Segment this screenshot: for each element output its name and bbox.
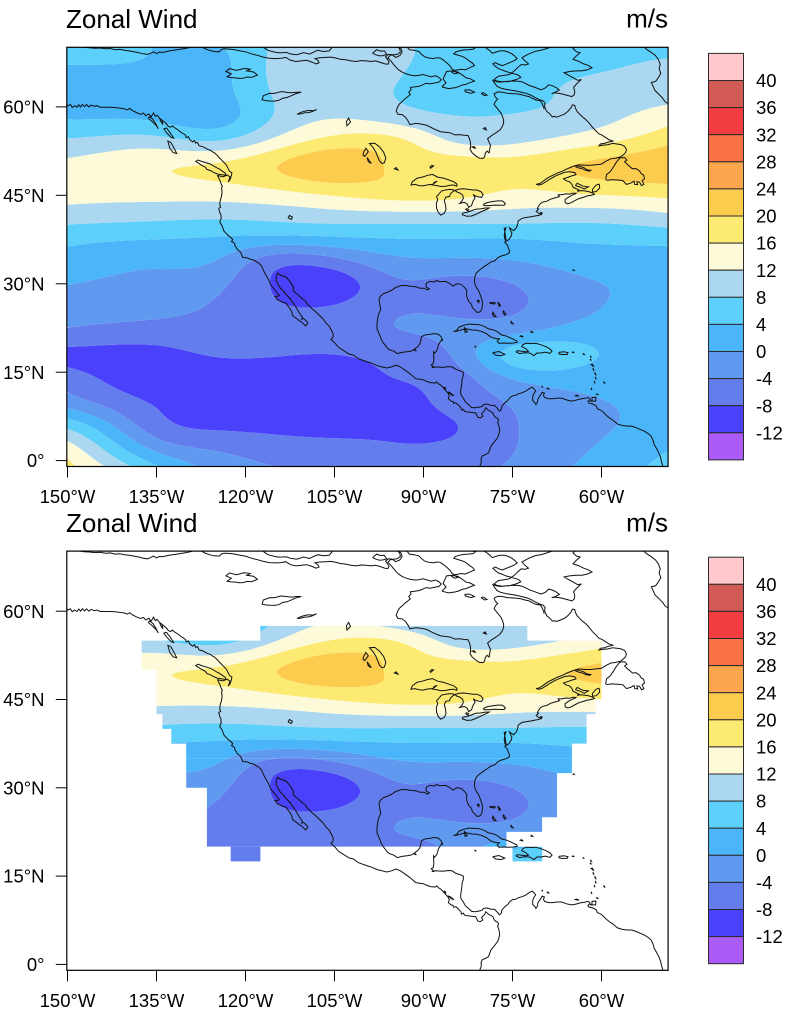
svg-text:-12: -12 (756, 926, 783, 947)
svg-text:12: 12 (756, 260, 777, 281)
svg-text:-4: -4 (756, 368, 772, 389)
svg-text:0: 0 (756, 845, 766, 866)
svg-text:28: 28 (756, 151, 777, 172)
svg-text:150°W: 150°W (40, 990, 96, 1011)
svg-text:150°W: 150°W (40, 486, 96, 507)
svg-text:15°N: 15°N (3, 866, 44, 887)
svg-text:8: 8 (756, 791, 766, 812)
svg-text:8: 8 (756, 287, 766, 308)
svg-text:20: 20 (756, 709, 777, 730)
svg-text:-4: -4 (756, 872, 772, 893)
svg-text:40: 40 (756, 574, 777, 595)
svg-text:135°W: 135°W (129, 486, 185, 507)
svg-text:15°N: 15°N (3, 362, 44, 383)
svg-text:90°W: 90°W (401, 486, 447, 507)
svg-text:30°N: 30°N (3, 777, 44, 798)
svg-text:135°W: 135°W (129, 990, 185, 1011)
svg-text:40: 40 (756, 70, 777, 91)
svg-text:12: 12 (756, 764, 777, 785)
svg-text:105°W: 105°W (307, 990, 363, 1011)
svg-text:4: 4 (756, 314, 766, 335)
svg-text:60°W: 60°W (579, 486, 625, 507)
svg-text:0°: 0° (27, 954, 45, 975)
svg-text:45°N: 45°N (3, 185, 44, 206)
svg-text:36: 36 (756, 601, 777, 622)
svg-text:4: 4 (756, 818, 766, 839)
svg-text:16: 16 (756, 233, 777, 254)
svg-text:Zonal Wind: Zonal Wind (66, 508, 198, 538)
svg-text:24: 24 (756, 179, 777, 200)
svg-text:-12: -12 (756, 422, 783, 443)
svg-text:m/s: m/s (626, 4, 668, 34)
svg-text:28: 28 (756, 655, 777, 676)
svg-text:0: 0 (756, 341, 766, 362)
svg-text:75°W: 75°W (490, 486, 536, 507)
svg-text:20: 20 (756, 206, 777, 227)
svg-text:30°N: 30°N (3, 273, 44, 294)
svg-text:16: 16 (756, 737, 777, 758)
svg-text:-8: -8 (756, 395, 772, 416)
svg-text:m/s: m/s (626, 507, 668, 537)
svg-text:Zonal Wind: Zonal Wind (66, 4, 198, 34)
svg-text:45°N: 45°N (3, 689, 44, 710)
svg-text:120°W: 120°W (218, 486, 274, 507)
svg-text:24: 24 (756, 682, 777, 703)
svg-text:75°W: 75°W (490, 990, 536, 1011)
svg-text:36: 36 (756, 97, 777, 118)
svg-text:32: 32 (756, 628, 777, 649)
svg-text:90°W: 90°W (401, 990, 447, 1011)
svg-text:105°W: 105°W (307, 486, 363, 507)
svg-text:60°N: 60°N (3, 601, 44, 622)
svg-text:120°W: 120°W (218, 990, 274, 1011)
svg-text:0°: 0° (27, 450, 45, 471)
svg-text:60°W: 60°W (579, 990, 625, 1011)
svg-text:32: 32 (756, 124, 777, 145)
svg-text:-8: -8 (756, 899, 772, 920)
svg-text:60°N: 60°N (3, 97, 44, 118)
